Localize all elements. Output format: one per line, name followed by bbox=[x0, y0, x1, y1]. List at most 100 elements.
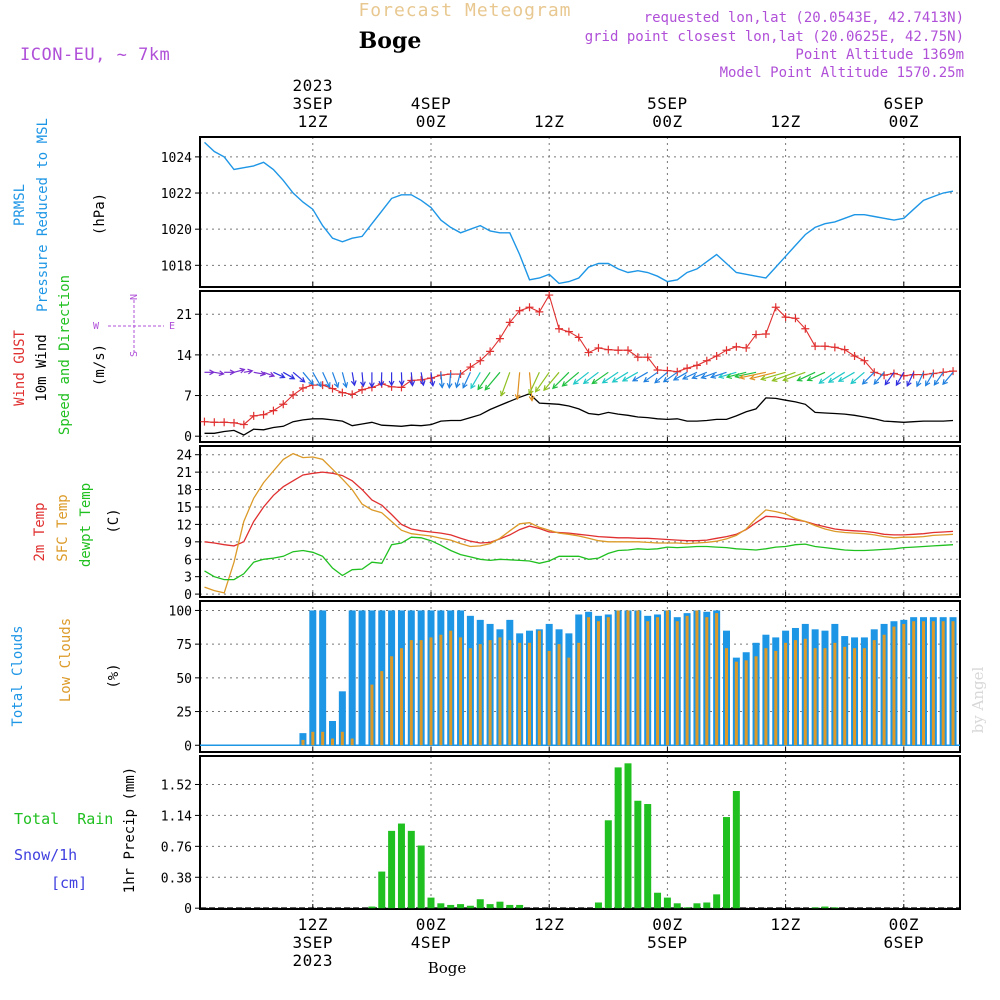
gust-marker bbox=[515, 306, 524, 315]
gust-marker bbox=[732, 342, 741, 351]
time-label-top: 00Z bbox=[416, 112, 446, 131]
wind-arrow-head bbox=[299, 377, 306, 383]
gust-marker bbox=[949, 367, 958, 376]
point-altitude: Point Altitude 1369m bbox=[795, 47, 964, 63]
low-cloud-bar bbox=[321, 731, 325, 746]
rain-bar bbox=[831, 907, 839, 909]
low-cloud-bar bbox=[853, 648, 857, 746]
gust-marker bbox=[702, 356, 711, 365]
time-label-bottom: 12Z bbox=[770, 915, 800, 934]
wind-arrow bbox=[455, 372, 462, 388]
time-label-top: 00Z bbox=[889, 112, 919, 131]
gust-marker bbox=[239, 420, 248, 429]
cloud-labels: Total Clouds Low Clouds (%) bbox=[10, 618, 122, 727]
wind-arrow-head bbox=[782, 376, 789, 382]
wind-arrow-head bbox=[268, 371, 276, 378]
pressure-panel: 1018 1020 1022 1024 bbox=[161, 136, 961, 288]
grid-point-coords: grid point closest lon,lat (20.0625E, 42… bbox=[585, 29, 964, 45]
low-cloud-bar bbox=[449, 630, 453, 746]
panel-frame bbox=[199, 600, 961, 753]
wind-arrow-head bbox=[360, 381, 366, 388]
low-cloud-bar bbox=[409, 640, 413, 746]
y-tick-label: 0 bbox=[184, 739, 192, 754]
compass-north: N bbox=[129, 294, 140, 300]
time-label-top: 3SEP bbox=[293, 94, 334, 113]
y-tick-label: 0 bbox=[184, 902, 192, 917]
low-cloud-bar bbox=[616, 610, 620, 746]
rain-bar bbox=[673, 903, 681, 909]
gust-marker bbox=[338, 388, 347, 397]
panel-frame bbox=[199, 755, 961, 910]
wind-arrow-head bbox=[409, 380, 416, 387]
wind-arrow bbox=[925, 372, 934, 386]
y-tick-label: 1022 bbox=[161, 187, 192, 202]
wind-arrow bbox=[663, 371, 678, 383]
model-altitude: Model Point Altitude 1570.25m bbox=[720, 65, 964, 81]
wind-arrow bbox=[726, 371, 747, 378]
low-cloud-bar bbox=[715, 613, 719, 746]
y-tick-label: 0 bbox=[184, 430, 192, 445]
low-cloud-bar bbox=[478, 644, 482, 746]
y-tick-label: 0.38 bbox=[161, 871, 192, 886]
gust-marker bbox=[594, 343, 603, 352]
gust-marker bbox=[584, 348, 593, 357]
low-cloud-bar bbox=[941, 621, 945, 746]
wind-arrow-head bbox=[654, 377, 661, 384]
wind-arrow-head bbox=[551, 383, 558, 390]
low-cloud-bar bbox=[577, 642, 581, 746]
rain-bar bbox=[397, 823, 405, 909]
y-tick-label: 100 bbox=[169, 604, 192, 619]
low-cloud-bar bbox=[370, 684, 374, 746]
rain-bar bbox=[713, 894, 721, 909]
precip-label-rain: Total Rain bbox=[14, 810, 113, 828]
wind-arrow-head bbox=[621, 376, 628, 382]
wind-arrow-head bbox=[700, 373, 707, 380]
time-label-top: 5SEP bbox=[647, 94, 688, 113]
wind-arrow-head bbox=[350, 380, 357, 387]
gust-marker bbox=[525, 303, 534, 312]
model-label: ICON-EU, ~ 7km bbox=[20, 45, 170, 65]
wind-arrow bbox=[682, 371, 698, 380]
wind-arrow-head bbox=[806, 376, 813, 382]
wind-arrow-head bbox=[484, 384, 491, 391]
wind-label-gust: Wind GUST bbox=[12, 330, 28, 406]
gust-marker bbox=[505, 318, 514, 327]
wind-arrow-head bbox=[710, 373, 717, 379]
wind-arrow-head bbox=[308, 379, 314, 386]
rain-bar bbox=[496, 901, 504, 909]
precip-panel: 0 0.38 0.76 1.14 1.52 bbox=[161, 755, 961, 917]
low-cloud-bar bbox=[557, 644, 561, 746]
y-tick-label: 1020 bbox=[161, 223, 192, 238]
low-cloud-bar bbox=[784, 642, 788, 746]
y-tick-label: 9 bbox=[184, 536, 192, 551]
precip-label-unit: [cm] bbox=[51, 874, 87, 892]
wind-arrow bbox=[735, 371, 757, 378]
y-tick-label: 0.76 bbox=[161, 840, 192, 855]
wind-arrow-head bbox=[388, 380, 395, 387]
gust-marker bbox=[761, 329, 770, 338]
wind-arrow bbox=[470, 372, 481, 389]
gust-marker bbox=[742, 343, 751, 352]
wind-arrow bbox=[214, 371, 224, 375]
low-cloud-bar bbox=[547, 650, 551, 746]
rain-bar bbox=[476, 899, 484, 909]
wind-arrow-head bbox=[477, 384, 483, 391]
pressure-label-prmsl: PRMSL bbox=[12, 184, 28, 226]
wind-arrow bbox=[761, 371, 786, 380]
wind-arrow-head bbox=[378, 380, 385, 387]
requested-coords: requested lon,lat (20.0543E, 42.7413N) bbox=[644, 10, 964, 26]
low-cloud-bar bbox=[656, 617, 660, 746]
gust-marker bbox=[486, 347, 495, 356]
y-tick-label: 21 bbox=[176, 466, 192, 481]
wind-arrow bbox=[500, 372, 511, 396]
wind-arrow bbox=[838, 371, 855, 382]
rain-bar bbox=[447, 904, 455, 909]
low-cloud-bar bbox=[912, 621, 916, 746]
wind-arrow bbox=[341, 372, 347, 388]
low-cloud-bar bbox=[882, 634, 886, 746]
y-tick-label: 1018 bbox=[161, 259, 192, 274]
low-cloud-bar bbox=[646, 621, 650, 746]
wind-arrow bbox=[739, 371, 767, 379]
rain-bar bbox=[417, 845, 425, 909]
time-label-top: 12Z bbox=[298, 112, 328, 131]
